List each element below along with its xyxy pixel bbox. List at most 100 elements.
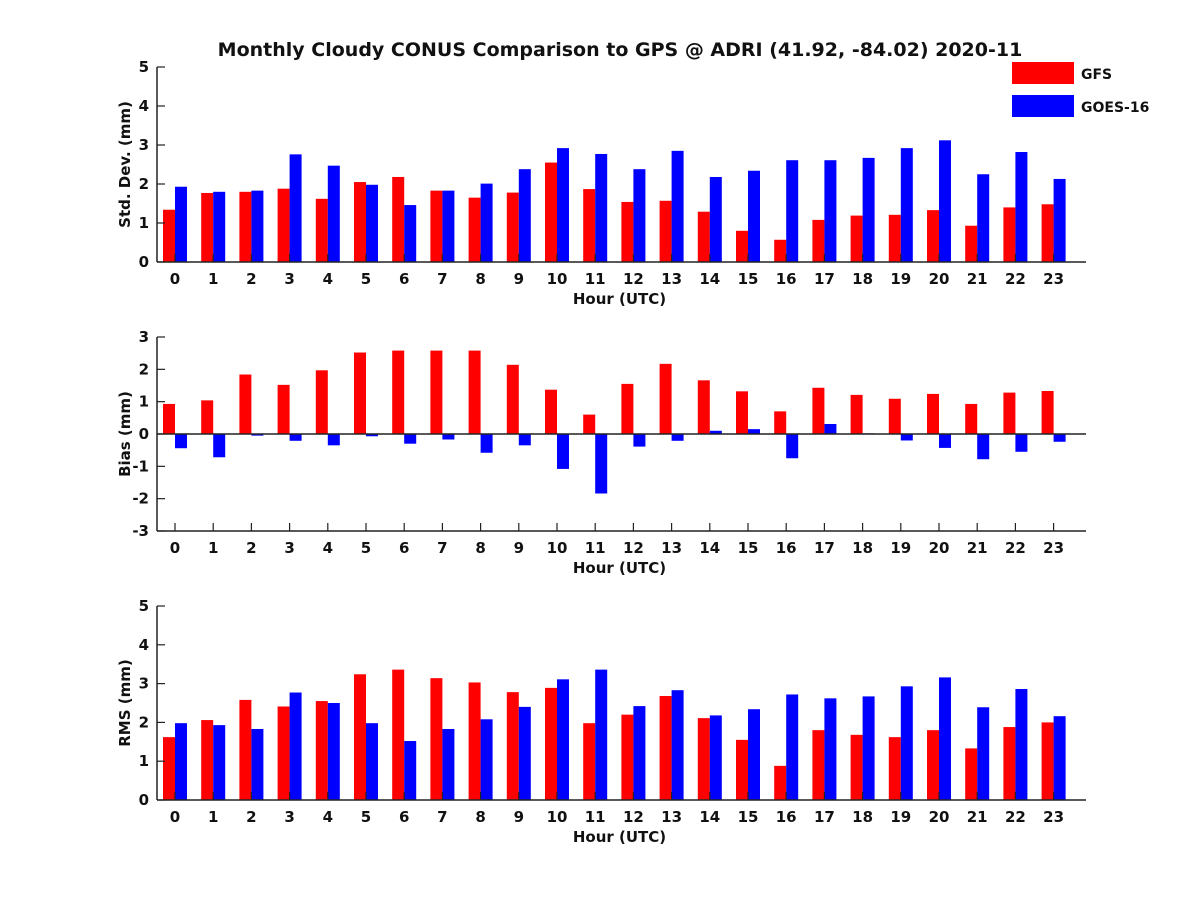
- bias-x-tick-label: 1: [208, 539, 218, 557]
- stddev-x-tick-label: 11: [585, 270, 606, 288]
- stddev-bar-goes16-4: [327, 165, 340, 262]
- rms-bar-goes16-22: [1015, 689, 1028, 800]
- rms-bar-goes16-3: [289, 692, 302, 800]
- rms-bar-gfs-8: [468, 682, 481, 800]
- rms-bar-goes16-0: [175, 723, 187, 800]
- stddev-x-tick-label: 21: [967, 270, 988, 288]
- stddev-bar-gfs-13: [659, 200, 672, 262]
- stddev-x-tick-label: 22: [1005, 270, 1026, 288]
- stddev-bar-gfs-10: [545, 162, 557, 262]
- rms-bar-gfs-20: [927, 730, 939, 800]
- rms-x-tick-label: 7: [437, 808, 447, 826]
- rms-x-tick-label: 15: [738, 808, 759, 826]
- rms-bar-gfs-2: [239, 699, 252, 800]
- bias-bar-goes16-9: [518, 434, 531, 446]
- bias-x-tick-label: 4: [323, 539, 333, 557]
- stddev-y-tick-label: 2: [139, 175, 149, 193]
- stddev-bar-gfs-20: [927, 210, 939, 262]
- rms-y-axis-label: RMS (mm): [116, 659, 134, 746]
- bias-x-tick-label: 5: [361, 539, 371, 557]
- rms-bar-goes16-17: [824, 698, 837, 800]
- bias-bar-gfs-22: [1003, 392, 1016, 434]
- bias-x-tick-label: 20: [929, 539, 950, 557]
- bias-y-tick-label: -1: [132, 457, 149, 475]
- stddev-x-axis-label: Hour (UTC): [573, 290, 666, 308]
- stddev-bars: [163, 140, 1066, 262]
- rms-bar-goes16-15: [748, 709, 760, 800]
- stddev-x-tick-label: 23: [1043, 270, 1064, 288]
- bias-x-tick-label: 8: [475, 539, 485, 557]
- stddev-x-tick-label: 10: [547, 270, 568, 288]
- stddev-bar-gfs-17: [812, 219, 825, 262]
- rms-bar-goes16-7: [442, 729, 455, 800]
- bias-x-tick-label: 14: [699, 539, 720, 557]
- stddev-y-tick-label: 1: [139, 214, 149, 232]
- rms-bar-goes16-12: [633, 706, 646, 800]
- bias-bar-gfs-14: [697, 380, 710, 434]
- bias-bar-gfs-18: [850, 394, 863, 434]
- bias-bar-goes16-1: [213, 434, 226, 458]
- bias-bar-goes16-21: [977, 434, 990, 460]
- rms-x-tick-label: 13: [661, 808, 682, 826]
- stddev-bar-goes16-9: [518, 169, 531, 262]
- bias-bar-gfs-12: [621, 383, 634, 434]
- bias-bar-goes16-13: [671, 434, 684, 441]
- stddev-x-tick-label: 8: [475, 270, 485, 288]
- stddev-bar-gfs-4: [315, 198, 328, 262]
- bias-bar-gfs-8: [468, 350, 481, 434]
- bias-bar-gfs-1: [201, 400, 214, 434]
- legend: GFS GOES-16: [1012, 62, 1149, 117]
- bias-x-tick-label: 22: [1005, 539, 1026, 557]
- bias-bar-gfs-13: [659, 363, 672, 434]
- stddev-bar-gfs-7: [430, 190, 443, 262]
- bias-x-tick-label: 3: [284, 539, 294, 557]
- rms-bar-goes16-18: [862, 696, 875, 800]
- bias-bar-gfs-0: [163, 403, 175, 434]
- bias-bar-gfs-23: [1041, 391, 1054, 434]
- rms-bar-goes16-8: [480, 719, 493, 800]
- rms-x-tick-label: 4: [323, 808, 333, 826]
- rms-bar-goes16-21: [977, 707, 990, 800]
- bias-bar-gfs-6: [392, 350, 405, 434]
- bias-x-tick-label: 17: [814, 539, 835, 557]
- stddev-x-tick-label: 2: [246, 270, 256, 288]
- stddev-y-tick-label: 0: [139, 253, 149, 271]
- stddev-bar-gfs-8: [468, 197, 481, 262]
- rms-y-tick-label: 1: [139, 752, 149, 770]
- rms-x-tick-label: 14: [699, 808, 720, 826]
- bias-x-tick-label: 13: [661, 539, 682, 557]
- stddev-bar-gfs-15: [736, 230, 748, 262]
- bias-x-tick-label: 6: [399, 539, 409, 557]
- bias-x-tick-label: 19: [890, 539, 911, 557]
- bias-x-tick-label: 10: [547, 539, 568, 557]
- rms-bar-goes16-4: [327, 703, 340, 800]
- rms-bar-gfs-13: [659, 696, 672, 800]
- bias-bar-goes16-10: [557, 434, 569, 469]
- rms-bar-gfs-1: [201, 720, 214, 800]
- rms-bar-goes16-10: [557, 679, 569, 800]
- stddev-bar-gfs-18: [850, 215, 863, 262]
- rms-x-tick-label: 9: [514, 808, 524, 826]
- bias-bar-goes16-19: [900, 434, 913, 441]
- bias-bar-goes16-3: [289, 434, 302, 441]
- stddev-bar-gfs-14: [697, 211, 710, 262]
- rms-bar-goes16-9: [518, 706, 531, 800]
- bias-bar-gfs-10: [545, 389, 557, 434]
- bias-bar-goes16-6: [404, 434, 417, 444]
- rms-x-tick-label: 0: [170, 808, 180, 826]
- stddev-y-axis-label: Std. Dev. (mm): [116, 101, 134, 228]
- bias-bar-gfs-19: [888, 398, 901, 434]
- stddev-bar-goes16-2: [251, 190, 264, 262]
- stddev-bar-goes16-16: [786, 160, 799, 262]
- bias-bar-gfs-7: [430, 350, 443, 434]
- stddev-bar-gfs-0: [163, 209, 175, 262]
- rms-bars: [163, 669, 1066, 800]
- rms-bar-gfs-12: [621, 714, 634, 800]
- stddev-bar-gfs-9: [506, 192, 519, 262]
- stddev-x-tick-label: 16: [776, 270, 797, 288]
- rms-bar-goes16-11: [595, 669, 608, 800]
- stddev-x-tick-label: 19: [890, 270, 911, 288]
- rms-bar-gfs-22: [1003, 727, 1016, 800]
- rms-x-tick-label: 22: [1005, 808, 1026, 826]
- rms-bar-gfs-9: [506, 692, 519, 800]
